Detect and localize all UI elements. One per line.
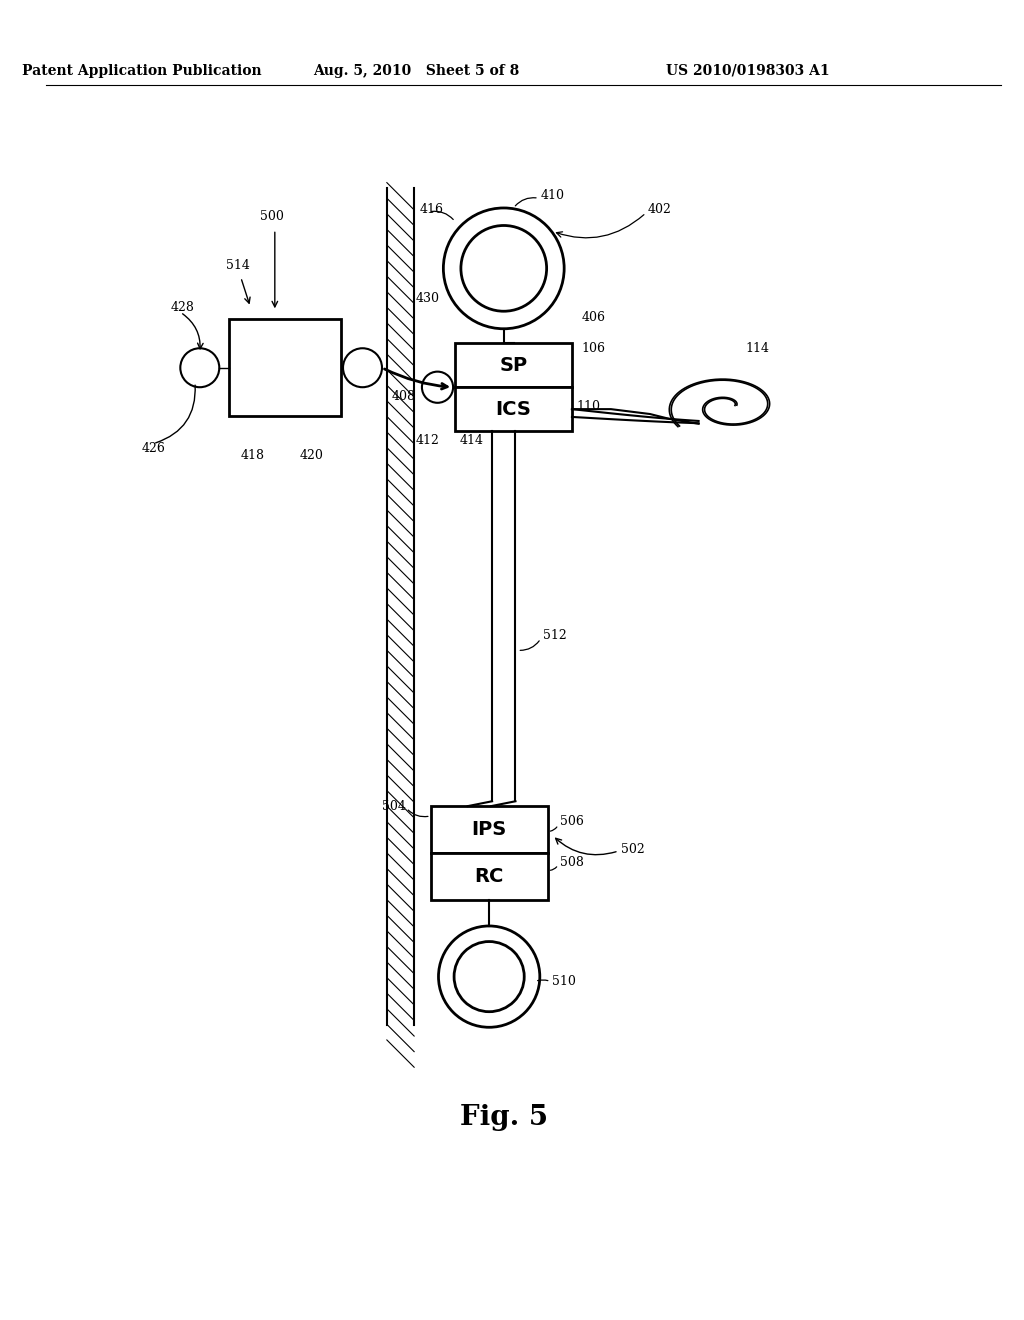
Circle shape (343, 348, 382, 387)
Bar (229, 319, 341, 416)
Text: 414: 414 (460, 434, 484, 447)
Text: Aug. 5, 2010   Sheet 5 of 8: Aug. 5, 2010 Sheet 5 of 8 (313, 63, 519, 78)
Text: 420: 420 (299, 449, 323, 462)
Text: 514: 514 (226, 259, 250, 272)
Text: 504: 504 (383, 800, 407, 813)
Circle shape (454, 941, 524, 1011)
Text: 506: 506 (560, 816, 584, 828)
Circle shape (438, 925, 540, 1027)
Text: 412: 412 (416, 434, 440, 447)
Text: US 2010/0198303 A1: US 2010/0198303 A1 (666, 63, 829, 78)
Text: Patent Application Publication: Patent Application Publication (22, 63, 261, 78)
Text: 416: 416 (420, 203, 444, 216)
Text: 430: 430 (416, 292, 440, 305)
Bar (431, 853, 548, 900)
Text: Fig. 5: Fig. 5 (460, 1105, 548, 1131)
Text: SP: SP (500, 356, 527, 375)
Text: 428: 428 (171, 301, 195, 314)
Text: 406: 406 (582, 310, 606, 323)
Bar (431, 807, 548, 853)
Circle shape (422, 372, 453, 403)
Text: 508: 508 (560, 857, 584, 869)
Text: 114: 114 (745, 342, 769, 355)
Text: 418: 418 (241, 449, 265, 462)
Text: 402: 402 (648, 203, 672, 216)
Text: 502: 502 (621, 843, 644, 857)
Text: RC: RC (474, 867, 504, 886)
Text: 512: 512 (543, 630, 566, 642)
Text: 106: 106 (582, 342, 606, 355)
Text: IPS: IPS (471, 820, 507, 840)
Bar (455, 387, 572, 432)
Text: 410: 410 (541, 189, 565, 202)
Text: ICS: ICS (496, 400, 531, 418)
Text: 110: 110 (577, 400, 601, 413)
Circle shape (180, 348, 219, 387)
Text: 426: 426 (141, 442, 165, 455)
Text: 500: 500 (260, 210, 284, 223)
Text: 408: 408 (392, 391, 416, 404)
Text: 510: 510 (553, 975, 577, 987)
Bar (455, 343, 572, 387)
